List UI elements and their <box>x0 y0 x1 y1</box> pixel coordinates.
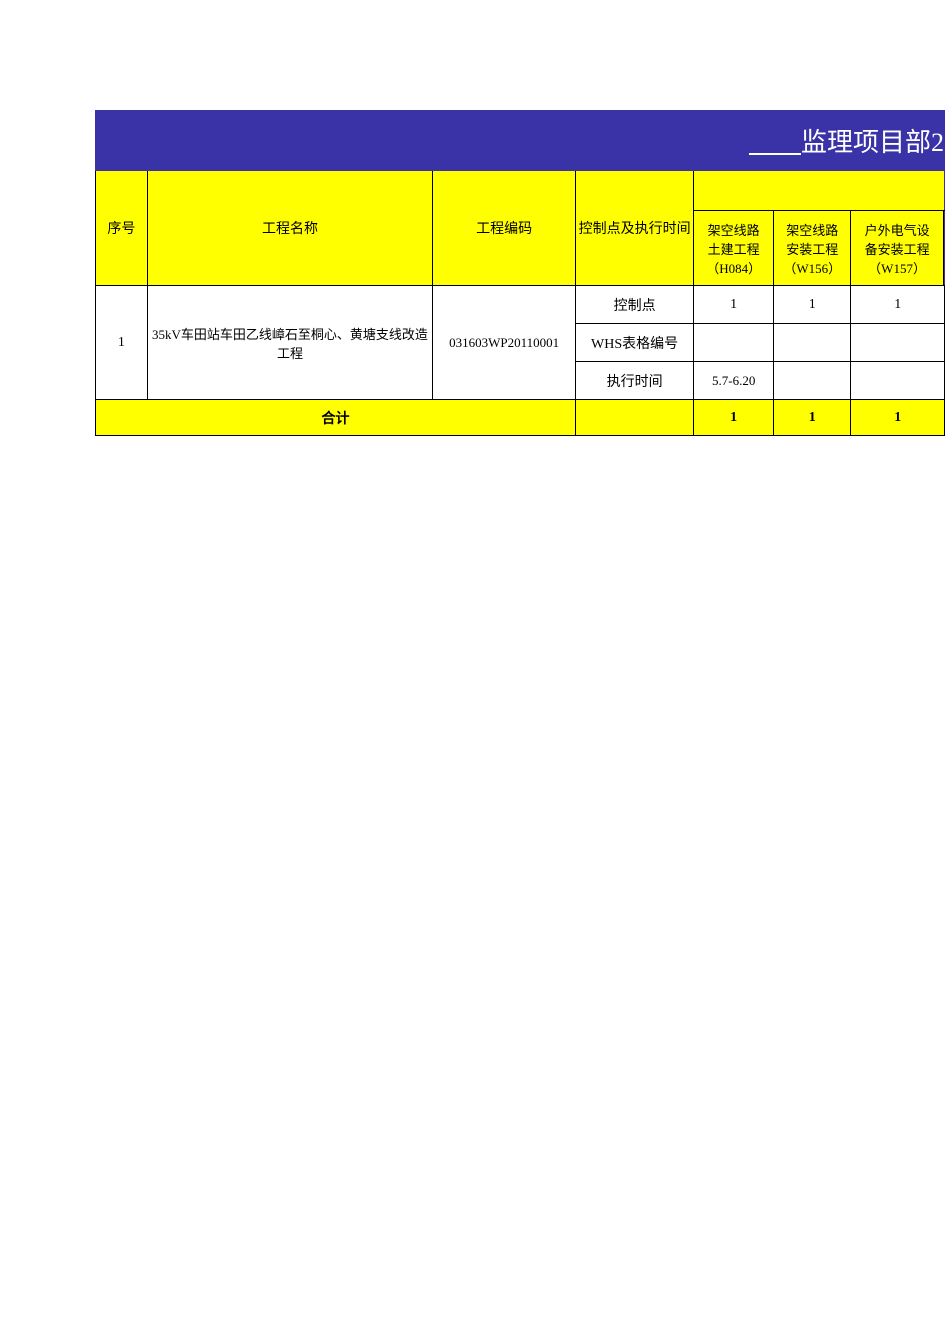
header-col-d1-l3: （H084） <box>706 261 761 276</box>
cell-label-2: WHS表格编号 <box>576 324 694 362</box>
cell-code: 031603WP20110001 <box>433 286 576 400</box>
header-col-d2-l2: 安装工程 <box>786 242 838 257</box>
cell-v1-2: 1 <box>774 286 851 324</box>
header-col-d3: 户外电气设 备安装工程 （W157） <box>851 211 943 286</box>
total-row: 合计 1 1 1 <box>96 400 945 436</box>
cell-label-1: 控制点 <box>576 286 694 324</box>
table-container: 监理项目部2 序号 工程名称 工程编码 控制点及执行时间 架空线路 土建工程 （… <box>95 110 945 436</box>
total-v2: 1 <box>774 400 851 436</box>
header-col-d3-l2: 备安装工程 <box>865 242 930 257</box>
cell-v1-3: 1 <box>851 286 945 324</box>
total-blank <box>576 400 694 436</box>
total-label: 合计 <box>96 400 576 436</box>
data-row-1a: 1 35kV车田站车田乙线嶂石至桐心、黄塘支线改造工程 031603WP2011… <box>96 286 945 324</box>
header-row-1: 序号 工程名称 工程编码 控制点及执行时间 <box>96 171 945 211</box>
main-table: 监理项目部2 序号 工程名称 工程编码 控制点及执行时间 架空线路 土建工程 （… <box>95 110 945 436</box>
cell-seq: 1 <box>96 286 148 400</box>
title-text: 监理项目部2 <box>801 128 944 157</box>
title-cell: 监理项目部2 <box>96 111 945 171</box>
cell-v2-1 <box>694 324 774 362</box>
cell-v3-3 <box>851 362 945 400</box>
cell-v3-1: 5.7-6.20 <box>694 362 774 400</box>
header-edge <box>943 211 944 286</box>
cell-v2-3 <box>851 324 945 362</box>
cell-v1-1: 1 <box>694 286 774 324</box>
cell-name: 35kV车田站车田乙线嶂石至桐心、黄塘支线改造工程 <box>147 286 433 400</box>
header-col-d2: 架空线路 安装工程 （W156） <box>774 211 851 286</box>
title-row: 监理项目部2 <box>96 111 945 171</box>
header-project-code: 工程编码 <box>433 171 576 286</box>
cell-v2-2 <box>774 324 851 362</box>
title-prefix <box>749 128 801 157</box>
header-col-d3-l3: （W157） <box>868 261 926 276</box>
total-v1: 1 <box>694 400 774 436</box>
header-col-d1-l1: 架空线路 <box>708 223 760 238</box>
header-group-top <box>694 171 945 211</box>
cell-label-3: 执行时间 <box>576 362 694 400</box>
header-control-point: 控制点及执行时间 <box>576 171 694 286</box>
header-col-d3-l1: 户外电气设 <box>865 223 930 238</box>
header-col-d1-l2: 土建工程 <box>708 242 760 257</box>
cell-v3-2 <box>774 362 851 400</box>
header-seq: 序号 <box>96 171 148 286</box>
total-v3: 1 <box>851 400 945 436</box>
header-col-d2-l1: 架空线路 <box>786 223 838 238</box>
header-project-name: 工程名称 <box>147 171 433 286</box>
header-col-d2-l3: （W156） <box>783 261 841 276</box>
header-col-d1: 架空线路 土建工程 （H084） <box>694 211 774 286</box>
